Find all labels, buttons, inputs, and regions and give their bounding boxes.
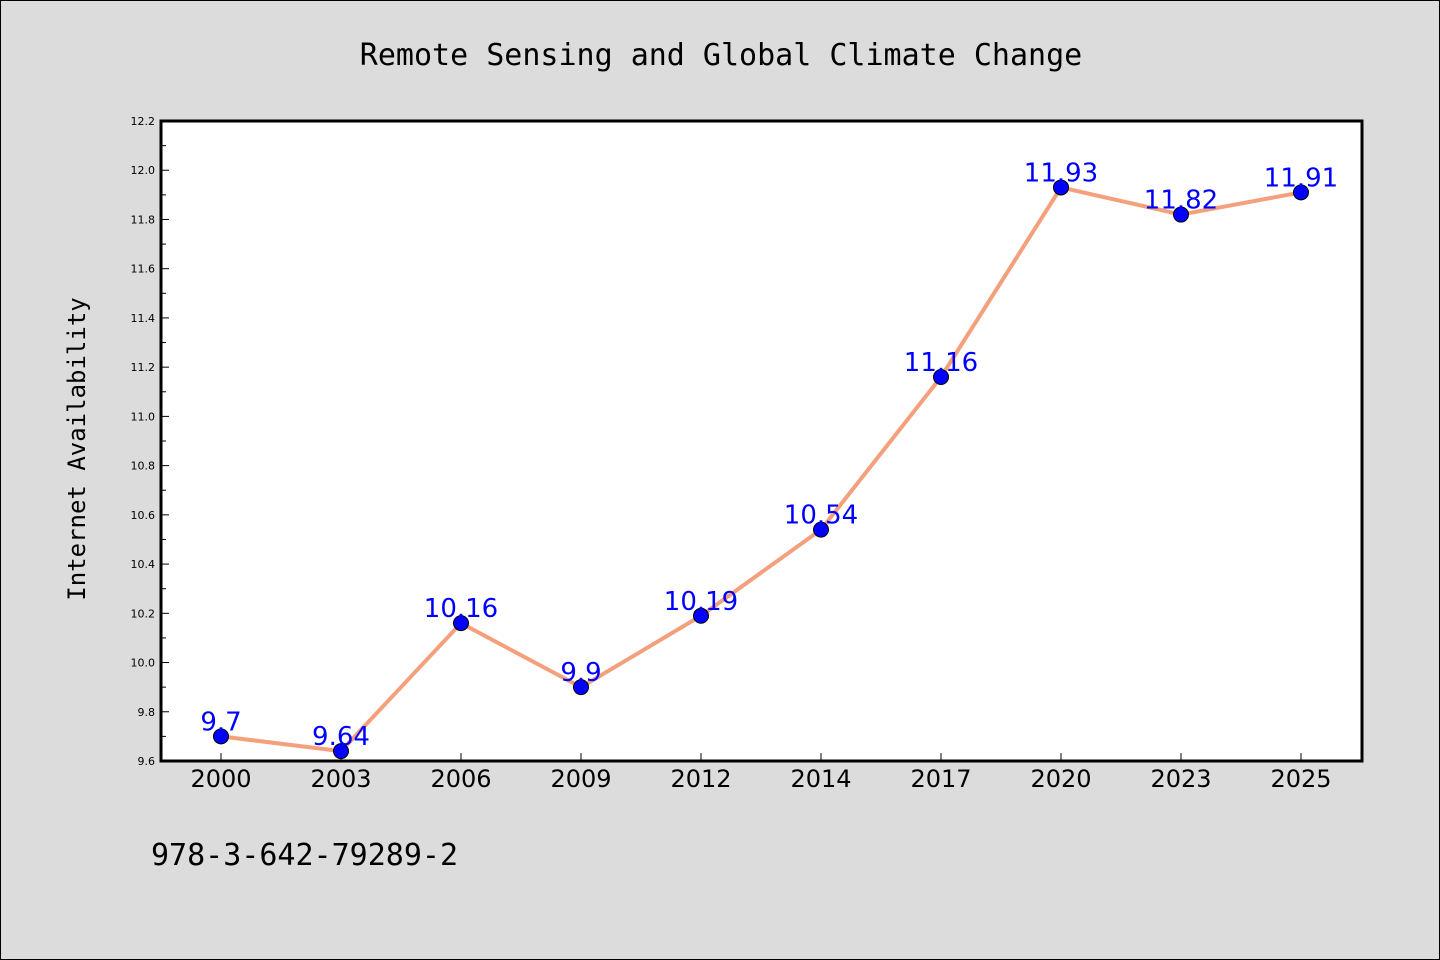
y-tick-label: 10.8: [131, 460, 156, 473]
data-label: 9.64: [312, 722, 370, 752]
x-axis-ticks: 2000 2003 2006 2009 2012 2014 2017 2020 2023 2025: [190, 753, 1332, 793]
y-tick-label: 10.2: [131, 607, 156, 620]
x-tick-label: 2006: [430, 765, 491, 793]
plot-area: [159, 119, 1364, 763]
chart-title: Remote Sensing and Global Climate Change: [360, 38, 1082, 73]
y-tick-label: 9.8: [138, 706, 156, 719]
y-axis-ticks: 9.6 9.8 10.0 10.2 10.4 10.6 10.8 11.0 11.2 11.4 11…: [131, 115, 169, 768]
data-point: [933, 369, 949, 385]
y-tick-label: 9.6: [138, 755, 156, 768]
y-tick-label: 12.0: [131, 164, 156, 177]
isbn-footer: 978-3-642-79289-2: [151, 838, 458, 873]
x-tick-label: 2009: [550, 765, 611, 793]
y-tick-label: 10.6: [131, 509, 156, 522]
data-label: 9.9: [560, 658, 601, 688]
data-label: 11.16: [904, 348, 978, 378]
data-point: [213, 728, 229, 745]
series-line: [220, 185, 1302, 754]
data-label: 11.82: [1144, 186, 1218, 216]
data-point: [1053, 179, 1069, 196]
data-point: [333, 743, 349, 760]
x-tick-label: 2003: [310, 765, 371, 793]
y-tick-label: 11.6: [131, 263, 156, 276]
y-tick-label: 10.0: [131, 657, 156, 670]
x-tick-label: 2000: [190, 765, 251, 793]
data-label: 10.19: [664, 587, 738, 617]
x-tick-label: 2020: [1030, 765, 1091, 793]
data-point: [573, 679, 589, 696]
y-tick-label: 11.2: [131, 361, 156, 374]
x-tick-label: 2012: [670, 765, 731, 793]
y-tick-label: 11.4: [131, 312, 156, 325]
data-point: [813, 521, 829, 538]
data-label: 10.16: [424, 594, 498, 624]
y-tick-label: 10.4: [131, 558, 156, 571]
y-tick-label: 12.2: [131, 115, 156, 128]
y-tick-label: 11.8: [131, 213, 156, 226]
x-tick-label: 2025: [1270, 765, 1331, 793]
data-point: [453, 615, 469, 632]
data-point: [693, 607, 709, 624]
data-label: 10.54: [784, 501, 858, 531]
series-layer: [213, 179, 1309, 760]
x-tick-label: 2014: [790, 765, 851, 793]
y-axis-label: Internet Availability: [63, 297, 91, 600]
x-tick-label: 2023: [1150, 765, 1211, 793]
data-label: 11.91: [1264, 163, 1338, 193]
data-label-layer: 9.7 9.64 10.16 9.9 10.19 10.54 11.16 11.93 11.82…: [200, 158, 1338, 752]
data-point: [1293, 184, 1309, 201]
data-point: [1173, 206, 1189, 223]
data-label: 9.7: [200, 707, 241, 737]
x-tick-label: 2017: [910, 765, 971, 793]
y-tick-label: 11.0: [131, 410, 156, 423]
data-label: 11.93: [1024, 158, 1098, 188]
